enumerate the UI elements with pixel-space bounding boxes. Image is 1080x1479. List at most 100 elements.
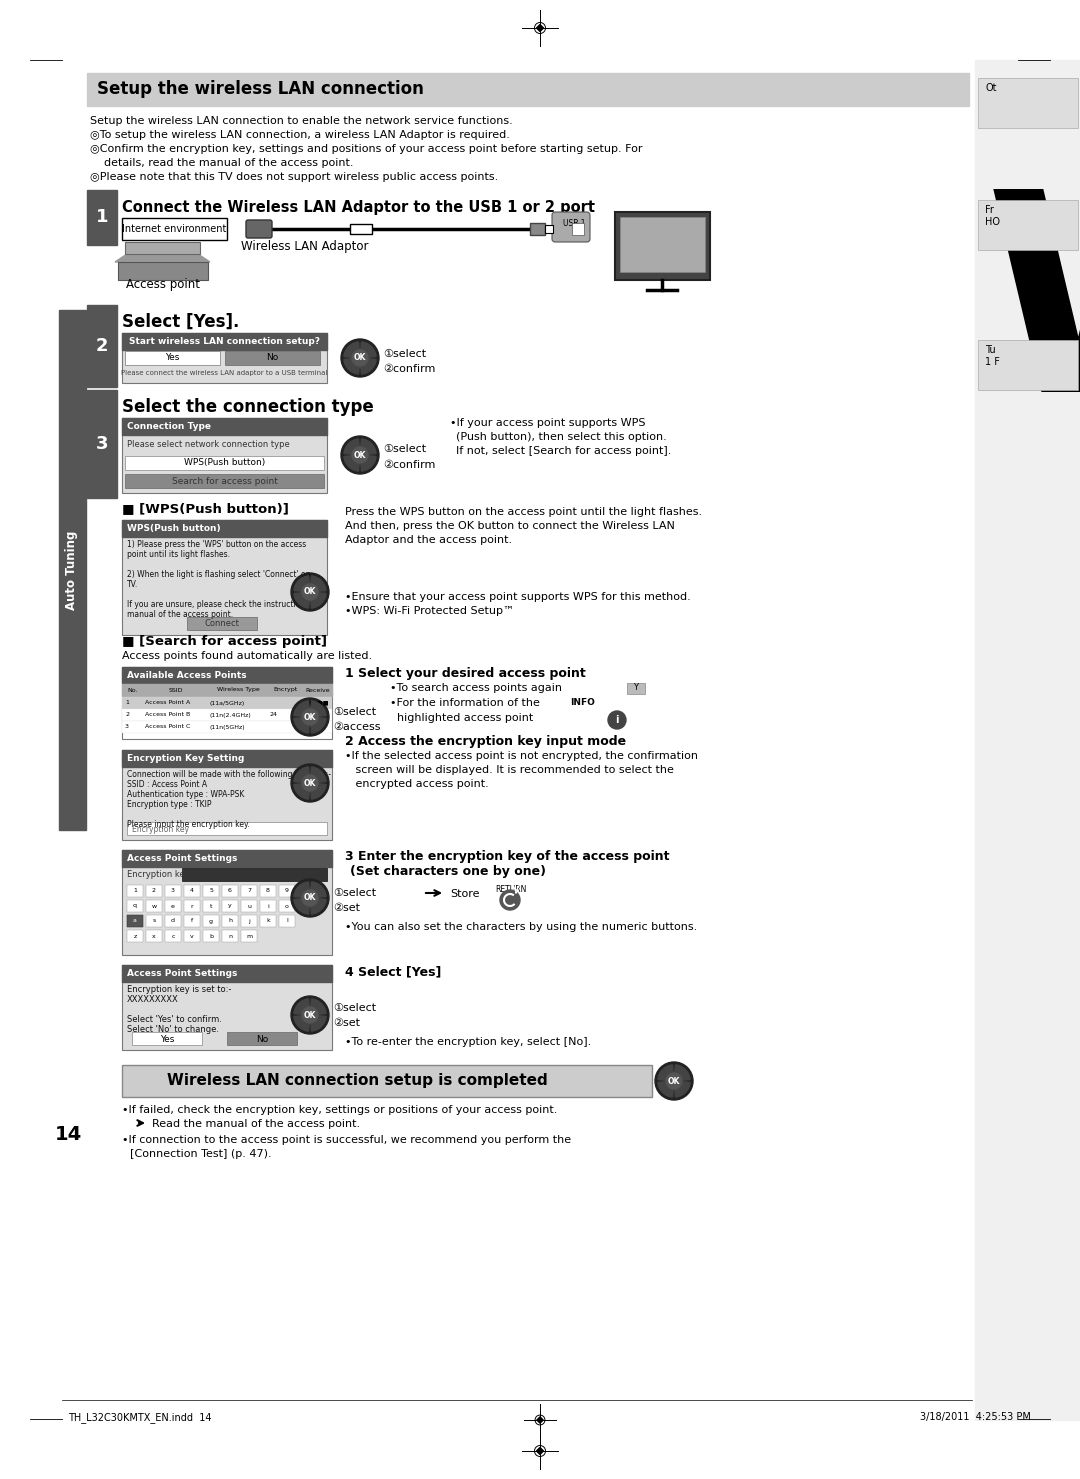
Bar: [241, 916, 257, 927]
Text: Wireless LAN Adaptor: Wireless LAN Adaptor: [241, 240, 368, 253]
Text: ◎Please note that this TV does not support wireless public access points.: ◎Please note that this TV does not suppo…: [90, 172, 498, 182]
Circle shape: [291, 698, 329, 737]
Text: point until its light flashes.: point until its light flashes.: [127, 550, 230, 559]
Text: ◎Confirm the encryption key, settings and positions of your access point before : ◎Confirm the encryption key, settings an…: [90, 143, 643, 154]
Polygon shape: [294, 592, 310, 608]
Text: Y: Y: [634, 683, 638, 692]
Bar: [87, 72, 969, 106]
Text: z: z: [133, 933, 137, 939]
Text: ①select: ①select: [383, 349, 427, 359]
Text: Yes: Yes: [160, 1034, 174, 1044]
Bar: [122, 667, 332, 740]
Text: Search for access point: Search for access point: [172, 476, 278, 485]
Text: s: s: [152, 918, 156, 923]
Text: r: r: [191, 904, 193, 908]
Circle shape: [352, 351, 368, 365]
Bar: [620, 217, 705, 272]
Bar: [260, 901, 276, 913]
Polygon shape: [343, 358, 360, 374]
Bar: [125, 351, 220, 365]
Bar: [184, 901, 200, 913]
Polygon shape: [674, 1065, 690, 1081]
Text: details, read the manual of the access point.: details, read the manual of the access p…: [90, 158, 353, 169]
Text: Select 'No' to change.: Select 'No' to change.: [127, 1025, 219, 1034]
Text: i: i: [267, 904, 269, 908]
Bar: [122, 419, 327, 493]
Text: 9: 9: [285, 889, 289, 893]
Text: OK: OK: [354, 353, 366, 362]
Bar: [184, 884, 200, 896]
Text: Tu
1 F: Tu 1 F: [985, 345, 1000, 367]
Text: ■ [WPS(Push button)]: ■ [WPS(Push button)]: [122, 501, 288, 515]
Text: (Push button), then select this option.: (Push button), then select this option.: [456, 432, 666, 442]
Text: Access Point A: Access Point A: [145, 701, 190, 705]
Text: g: g: [210, 918, 213, 923]
Text: •For the information of the: •For the information of the: [390, 698, 540, 708]
Bar: [125, 456, 324, 470]
Bar: [127, 916, 143, 927]
Text: (Set characters one by one): (Set characters one by one): [350, 865, 546, 879]
Text: p: p: [303, 904, 308, 908]
Bar: [978, 340, 1078, 390]
Text: y: y: [228, 904, 232, 908]
Bar: [627, 683, 645, 694]
FancyBboxPatch shape: [246, 220, 272, 238]
Bar: [241, 930, 257, 942]
Text: Wireless Type: Wireless Type: [217, 688, 259, 692]
Bar: [122, 333, 327, 351]
Bar: [978, 78, 1078, 129]
Text: manual of the access point.: manual of the access point.: [127, 609, 233, 620]
Bar: [127, 822, 327, 836]
Bar: [225, 351, 320, 365]
Bar: [279, 901, 295, 913]
Text: 3: 3: [171, 889, 175, 893]
Text: 1 Select your desired access point: 1 Select your desired access point: [345, 667, 585, 680]
Bar: [87, 189, 117, 246]
Text: OK: OK: [303, 587, 316, 596]
Text: TV.: TV.: [127, 580, 138, 589]
Polygon shape: [360, 358, 376, 374]
Bar: [241, 901, 257, 913]
Text: Store: Store: [450, 889, 480, 899]
Polygon shape: [294, 701, 310, 717]
Text: TH_L32C30KMTX_EN.indd  14: TH_L32C30KMTX_EN.indd 14: [68, 1412, 212, 1423]
Bar: [545, 225, 553, 234]
Text: Access point: Access point: [126, 278, 200, 291]
Bar: [127, 916, 143, 927]
Text: •If your access point supports WPS: •If your access point supports WPS: [450, 419, 646, 427]
Polygon shape: [537, 1417, 543, 1423]
Text: XXXXXXXXX: XXXXXXXXX: [127, 995, 179, 1004]
Text: Access Point B: Access Point B: [145, 713, 190, 717]
Bar: [146, 884, 162, 896]
Text: 1: 1: [125, 701, 129, 705]
Bar: [146, 930, 162, 942]
Polygon shape: [360, 342, 376, 358]
Bar: [975, 61, 1080, 1420]
Text: Yes: Yes: [165, 353, 179, 362]
Text: Wireless LAN connection setup is completed: Wireless LAN connection setup is complet…: [166, 1074, 548, 1089]
Text: OK: OK: [303, 778, 316, 787]
Text: ①select: ①select: [333, 887, 376, 898]
Text: 3 Enter the encryption key of the access point: 3 Enter the encryption key of the access…: [345, 850, 670, 864]
Text: OK: OK: [667, 1077, 680, 1086]
Bar: [122, 708, 332, 720]
Text: m: m: [246, 933, 252, 939]
Text: WPS(Push button): WPS(Push button): [184, 458, 265, 467]
Text: (11a/5GHz): (11a/5GHz): [210, 701, 245, 705]
Circle shape: [608, 711, 626, 729]
Bar: [122, 217, 227, 240]
Circle shape: [654, 1062, 693, 1100]
Text: ①select: ①select: [333, 1003, 376, 1013]
Circle shape: [291, 572, 329, 611]
Text: 3/18/2011  4:25:53 PM: 3/18/2011 4:25:53 PM: [920, 1412, 1031, 1421]
Text: 3: 3: [125, 725, 129, 729]
Circle shape: [500, 890, 519, 910]
Text: 3: 3: [96, 435, 108, 453]
Text: 8: 8: [266, 889, 270, 893]
Text: OK: OK: [303, 893, 316, 902]
Text: 0: 0: [305, 889, 308, 893]
FancyBboxPatch shape: [552, 211, 590, 243]
Text: Select the connection type: Select the connection type: [122, 398, 374, 416]
Text: No: No: [256, 1034, 268, 1044]
Text: encrypted access point.: encrypted access point.: [345, 779, 489, 788]
